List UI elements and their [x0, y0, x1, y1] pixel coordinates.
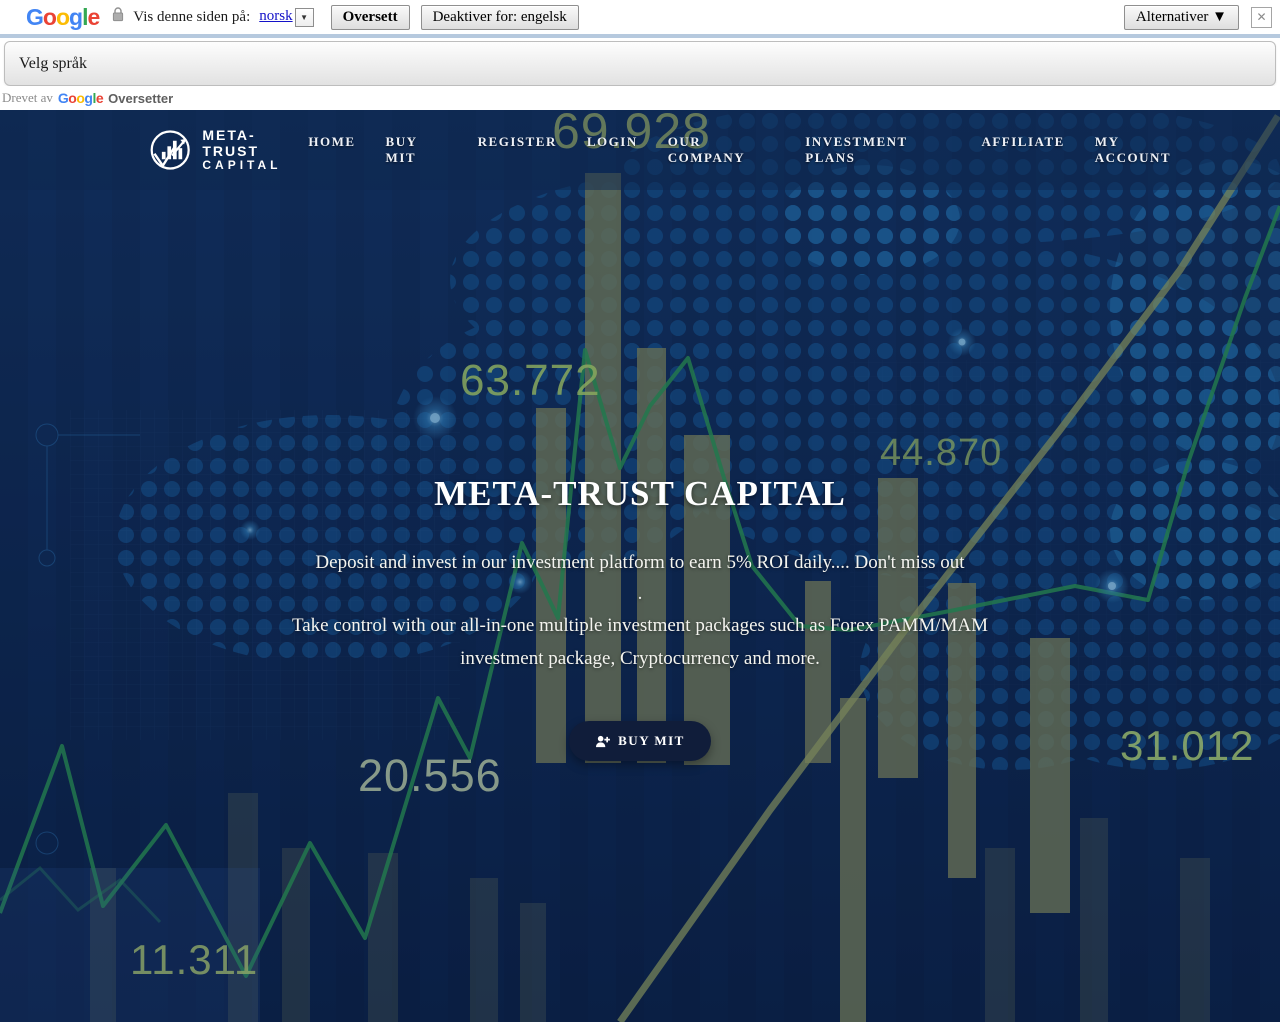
buy-mit-button-label: BUY MIT: [618, 733, 685, 748]
options-button[interactable]: Alternativer ▼: [1123, 4, 1239, 30]
google-logo-letter: G: [57, 90, 69, 106]
buy-mit-button[interactable]: BUY MIT: [569, 721, 711, 761]
nav-item-affiliate[interactable]: AFFILIATE: [981, 134, 1065, 149]
site-hero-section: 69.928 63.772 44.870 20.556 31.012 11.31…: [0, 110, 1280, 1022]
hero-subtitle-line2: Take control with our all-in-one multipl…: [291, 615, 989, 636]
disable-translate-button[interactable]: Deaktiver for: engelsk: [420, 4, 579, 30]
hero-subtitle-line3: investment package, Cryptocurrency and m…: [460, 648, 820, 669]
google-logo-letter: G: [26, 3, 44, 30]
google-logo-letter: l: [92, 90, 96, 106]
main-nav: HOME BUY MIT REGISTER LOGIN OUR COMPANY …: [308, 134, 1192, 166]
google-logo-letter: o: [76, 90, 85, 106]
nav-item-buy-mit[interactable]: BUY MIT: [385, 134, 418, 165]
google-logo-letter: g: [69, 3, 83, 30]
logo-line2: CAPITAL: [202, 158, 282, 173]
google-logo-letter: o: [42, 3, 57, 30]
page-title: META-TRUST CAPITAL: [434, 474, 846, 513]
user-plus-icon: [596, 735, 611, 747]
close-icon[interactable]: ✕: [1251, 6, 1272, 28]
site-logo[interactable]: META-TRUST CAPITAL: [148, 127, 308, 173]
nav-item-our-company[interactable]: OUR COMPANY: [667, 134, 746, 165]
language-select[interactable]: Velg språk: [4, 41, 1276, 86]
google-logo-letter: g: [84, 90, 93, 106]
translate-button[interactable]: Oversett: [330, 4, 410, 30]
hero-subtitle-line1: Deposit and invest in our investment pla…: [315, 552, 965, 573]
language-select-label: Velg språk: [19, 54, 87, 72]
google-logo-letter: l: [82, 3, 88, 30]
nav-item-investment-plans[interactable]: INVESTMENT PLANS: [805, 134, 908, 165]
nav-item-home[interactable]: HOME: [308, 134, 356, 149]
google-logo-letter: e: [95, 90, 104, 106]
lock-icon: [112, 7, 124, 27]
powered-by-label: Drevet av: [2, 90, 53, 105]
nav-item-login[interactable]: LOGIN: [586, 134, 638, 149]
options-button-label: Alternativer: [1135, 8, 1209, 25]
nav-item-my-account[interactable]: MY ACCOUNT: [1094, 134, 1172, 165]
site-header: META-TRUST CAPITAL HOME BUY MIT REGISTER…: [0, 110, 1280, 190]
google-logo-letter: e: [87, 3, 100, 30]
hero-subtitle-dot: .: [637, 583, 643, 604]
language-dropdown-toggle[interactable]: ▼: [294, 8, 314, 27]
logo-line1: META-TRUST: [202, 127, 260, 160]
translate-prompt-label: Vis denne siden på:: [133, 8, 251, 25]
language-link[interactable]: norsk: [259, 8, 293, 24]
logo-chart-icon: [150, 130, 190, 170]
translator-product-label: Oversetter: [108, 90, 174, 106]
google-logo-letter: o: [68, 90, 77, 106]
nav-item-register[interactable]: REGISTER: [477, 134, 557, 149]
google-logo-letter: o: [55, 3, 70, 30]
hero-content: META-TRUST CAPITAL Deposit and invest in…: [0, 474, 1280, 761]
hero-background-chart: [0, 110, 1280, 1022]
chevron-down-icon: ▼: [1212, 8, 1227, 25]
